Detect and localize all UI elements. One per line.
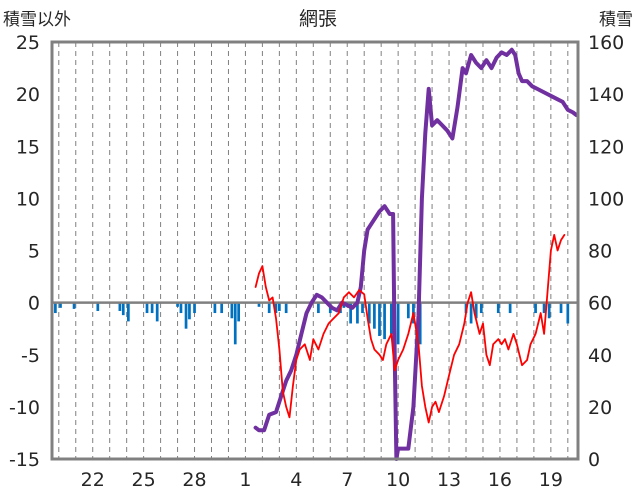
left-axis: -15 -10 -5 0 5 10 15 20 25 bbox=[9, 32, 40, 471]
precipitation-bar bbox=[367, 302, 371, 324]
precipitation-bar bbox=[508, 302, 512, 314]
precipitation-bar bbox=[356, 302, 359, 324]
x-tick-label: 16 bbox=[488, 469, 512, 491]
left-tick-label: -5 bbox=[21, 345, 40, 367]
precipitation-bar bbox=[389, 302, 393, 334]
precipitation-bar bbox=[176, 302, 179, 307]
precipitation-bar bbox=[54, 302, 57, 314]
right-tick-label: 140 bbox=[588, 84, 624, 106]
x-tick-label: 10 bbox=[386, 469, 410, 491]
left-tick-label: 10 bbox=[16, 188, 40, 210]
series-layer bbox=[253, 47, 579, 461]
precipitation-bar bbox=[566, 302, 570, 324]
precipitation-bar bbox=[267, 302, 271, 314]
right-tick-label: 40 bbox=[588, 345, 612, 367]
chart-title: 網張 bbox=[299, 8, 337, 30]
precipitation-bar bbox=[559, 302, 563, 314]
precipitation-bar bbox=[233, 302, 237, 345]
precipitation-bar bbox=[155, 302, 159, 322]
precipitation-bars bbox=[50, 302, 570, 376]
precipitation-bar bbox=[479, 302, 483, 314]
precipitation-bar bbox=[230, 302, 234, 319]
precipitation-bar bbox=[193, 302, 196, 314]
precipitation-bar bbox=[126, 302, 130, 322]
precipitation-bar bbox=[383, 302, 386, 340]
precipitation-bar bbox=[72, 302, 76, 309]
precipitation-bar bbox=[361, 302, 364, 314]
precipitation-bar bbox=[378, 302, 381, 336]
left-tick-label: 0 bbox=[28, 293, 40, 315]
precipitation-bar bbox=[396, 302, 400, 345]
precipitation-bar bbox=[121, 302, 125, 316]
x-tick-label: 22 bbox=[81, 469, 105, 491]
x-tick-label: 25 bbox=[132, 469, 156, 491]
precipitation-bar bbox=[220, 302, 224, 314]
x-tick-label: 28 bbox=[182, 469, 206, 491]
x-tick-label: 13 bbox=[437, 469, 461, 491]
grid bbox=[58, 42, 569, 459]
precipitation-bar bbox=[284, 302, 288, 314]
precipitation-bar bbox=[179, 302, 183, 314]
x-tick-label: 19 bbox=[539, 469, 563, 491]
plot-frame bbox=[50, 40, 580, 461]
precipitation-bar bbox=[274, 302, 278, 314]
precipitation-bar bbox=[145, 302, 149, 314]
precipitation-bar bbox=[237, 302, 241, 322]
right-axis: 0 20 40 60 80 100 120 140 160 bbox=[588, 32, 624, 471]
precipitation-bar bbox=[188, 302, 191, 320]
precipitation-bar bbox=[373, 302, 376, 329]
left-tick-label: 5 bbox=[28, 241, 40, 263]
left-axis-label: 積雪以外 bbox=[3, 10, 71, 30]
precipitation-bar bbox=[150, 302, 154, 314]
precipitation-bar bbox=[469, 302, 473, 324]
precipitation-bar bbox=[317, 302, 320, 314]
right-tick-label: 100 bbox=[588, 188, 624, 210]
right-tick-label: 20 bbox=[588, 397, 612, 419]
precipitation-bar bbox=[278, 302, 281, 311]
left-tick-label: -10 bbox=[9, 397, 40, 419]
right-tick-label: 80 bbox=[588, 241, 612, 263]
precipitation-bar bbox=[59, 302, 62, 308]
right-tick-label: 160 bbox=[588, 32, 624, 54]
precipitation-bar bbox=[213, 302, 217, 314]
left-tick-label: 15 bbox=[16, 136, 40, 158]
precipitation-bar bbox=[542, 302, 546, 314]
left-tick-label: -15 bbox=[9, 449, 40, 471]
precipitation-bar bbox=[184, 302, 188, 329]
left-tick-label: 20 bbox=[16, 84, 40, 106]
right-tick-label: 120 bbox=[588, 136, 624, 158]
precipitation-bar bbox=[349, 302, 352, 324]
x-tick-label: 1 bbox=[239, 469, 251, 491]
precipitation-bar bbox=[406, 302, 410, 319]
temperature-line bbox=[254, 234, 566, 424]
right-tick-label: 0 bbox=[588, 449, 600, 471]
precipitation-bar bbox=[418, 302, 422, 345]
x-tick-label: 7 bbox=[341, 469, 353, 491]
precipitation-bar bbox=[496, 302, 500, 314]
precipitation-bar bbox=[118, 302, 122, 311]
x-tick-label: 4 bbox=[290, 469, 302, 491]
precipitation-bar bbox=[96, 302, 100, 311]
right-axis-label: 積雪 bbox=[599, 10, 633, 30]
precipitation-bar bbox=[257, 302, 261, 307]
snow_depth-line bbox=[253, 47, 579, 461]
precipitation-bar bbox=[474, 302, 478, 319]
precipitation-bar bbox=[547, 302, 551, 319]
x-axis: 22 25 28 1 4 7 10 13 16 19 bbox=[81, 469, 563, 491]
right-tick-label: 60 bbox=[588, 293, 612, 315]
left-tick-label: 25 bbox=[16, 32, 40, 54]
precipitation-bar bbox=[534, 302, 537, 314]
